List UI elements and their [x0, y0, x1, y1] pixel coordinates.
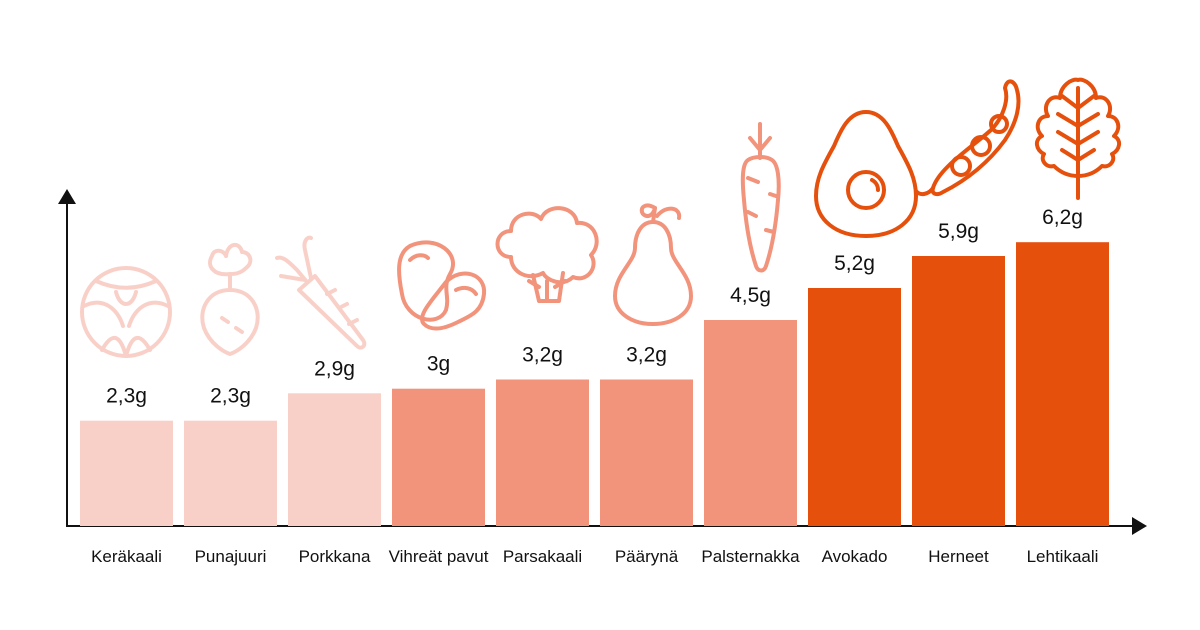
- kale-icon: [1035, 77, 1121, 200]
- category-label-5: Parsakaali: [503, 547, 582, 566]
- value-label-9: 5,9g: [938, 220, 979, 243]
- peas-icon: [915, 79, 1021, 197]
- value-label-2: 2,3g: [210, 385, 251, 408]
- bar-10: [1016, 242, 1109, 526]
- bar-8: [808, 288, 901, 526]
- bar-5: [496, 379, 589, 526]
- bar-7: [704, 320, 797, 526]
- bar-6: [600, 379, 693, 526]
- bar-9: [912, 256, 1005, 526]
- broccoli-icon: [495, 206, 599, 303]
- beans-icon: [397, 240, 487, 331]
- category-label-9: Herneet: [928, 547, 989, 566]
- avocado-icon: [814, 110, 918, 238]
- icons: [80, 77, 1121, 358]
- value-label-8: 5,2g: [834, 252, 875, 275]
- bar-2: [184, 420, 277, 526]
- cabbage-icon: [80, 266, 172, 358]
- category-label-8: Avokado: [822, 547, 888, 566]
- parsnip-icon: [740, 122, 781, 273]
- y-axis-arrow: [58, 189, 76, 204]
- carrot-icon: [275, 235, 367, 350]
- category-label-2: Punajuuri: [195, 547, 267, 566]
- category-label-3: Porkkana: [299, 547, 371, 566]
- category-label-10: Lehtikaali: [1027, 547, 1099, 566]
- x-axis-arrow: [1132, 517, 1147, 535]
- pear-icon: [613, 203, 693, 326]
- value-label-1: 2,3g: [106, 385, 147, 408]
- beet-icon: [200, 243, 260, 356]
- bar-3: [288, 393, 381, 526]
- bar-4: [392, 388, 485, 526]
- value-label-5: 3,2g: [522, 344, 563, 367]
- value-label-4: 3g: [427, 353, 450, 376]
- category-label-7: Palsternakka: [701, 547, 800, 566]
- value-label-7: 4,5g: [730, 284, 771, 307]
- bar-1: [80, 420, 173, 526]
- value-label-10: 6,2g: [1042, 206, 1083, 229]
- category-label-1: Keräkaali: [91, 547, 162, 566]
- bars: 2,3g Keräkaali 2,3g Punajuuri 2,9g Porkkana 3g…: [80, 206, 1109, 566]
- category-label-4: Vihreät pavut: [389, 547, 489, 566]
- value-label-6: 3,2g: [626, 344, 667, 367]
- category-label-6: Päärynä: [615, 547, 679, 566]
- value-label-3: 2,9g: [314, 357, 355, 380]
